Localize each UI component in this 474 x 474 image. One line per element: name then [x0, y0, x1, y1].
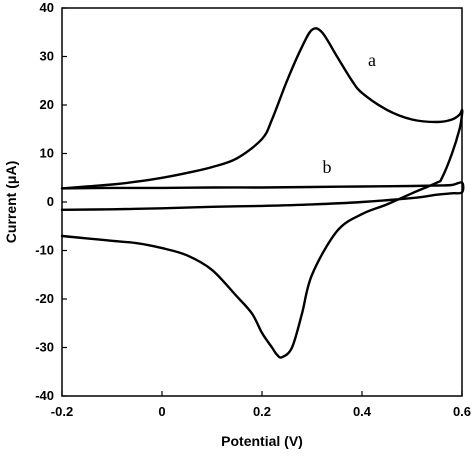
y-tick-label: 20: [40, 97, 54, 112]
x-tick-label: -0.2: [51, 404, 73, 419]
x-tick-label: 0.2: [253, 404, 271, 419]
y-tick-label: -40: [35, 388, 54, 403]
x-axis-label: Potential (V): [221, 433, 303, 449]
y-axis: -40 -30 -20 -10 0 10 20 30 40: [35, 0, 67, 403]
y-tick-label: -10: [35, 243, 54, 258]
x-tick-label: 0.4: [353, 404, 372, 419]
y-tick-label: 10: [40, 146, 54, 161]
series-line-b: [60, 181, 465, 211]
x-tick-label: 0: [158, 404, 165, 419]
series-line-a: [60, 27, 464, 359]
plot-area: [61, 7, 463, 397]
x-tick-label: 0.6: [453, 404, 471, 419]
y-tick-label: -30: [35, 340, 54, 355]
curve-label-b: b: [323, 157, 332, 177]
y-tick-label: 0: [47, 194, 54, 209]
y-tick-label: 40: [40, 0, 54, 15]
curve-label-a: a: [368, 50, 376, 70]
y-tick-label: 30: [40, 49, 54, 64]
series-group: [60, 27, 465, 359]
y-tick-label: -20: [35, 291, 54, 306]
x-axis: -0.2 0 0.2 0.4 0.6: [51, 391, 471, 419]
y-axis-label: Current (μA): [3, 161, 19, 243]
annotation-group: ab: [323, 50, 377, 177]
